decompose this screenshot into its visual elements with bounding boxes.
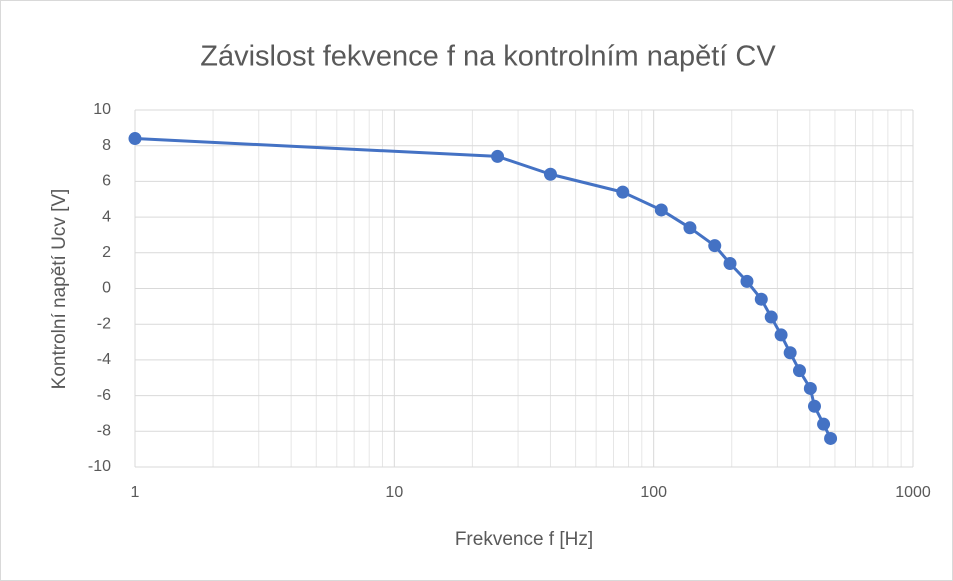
x-tick-label: 1000 [895,484,931,501]
data-point [824,431,838,445]
y-tick-label: -2 [97,315,111,332]
y-tick-label: -6 [97,387,111,404]
x-axis-title: Frekvence f [Hz] [455,529,593,550]
data-point [654,203,668,217]
data-point [754,292,768,306]
data-point [783,346,797,360]
y-tick-label: -10 [88,458,111,475]
data-point [774,328,788,342]
data-point [764,310,778,324]
y-tick-label: 8 [102,137,111,154]
x-tick-label: 100 [640,484,667,501]
data-point [616,185,630,199]
data-point [792,364,806,378]
data-point [543,167,557,181]
y-tick-label: 0 [102,280,111,297]
chart-title: Závislost fekvence f na kontrolním napět… [200,41,776,73]
y-tick-label: 10 [93,101,111,118]
y-tick-label: -8 [97,423,111,440]
data-point [817,417,831,431]
data-point [683,221,697,235]
data-point [128,132,142,146]
y-tick-label: 2 [102,244,111,261]
data-point [491,149,505,163]
data-point [740,274,754,288]
x-tick-label: 1 [131,484,140,501]
data-point [807,399,821,413]
data-point [708,239,722,253]
data-point [803,381,817,395]
data-point [723,257,737,271]
y-tick-label: 6 [102,173,111,190]
y-tick-label: -4 [97,351,111,368]
y-axis-title: Kontrolní napětí Ucv [V] [49,189,70,390]
x-tick-label: 10 [385,484,403,501]
y-tick-label: 4 [102,208,111,225]
